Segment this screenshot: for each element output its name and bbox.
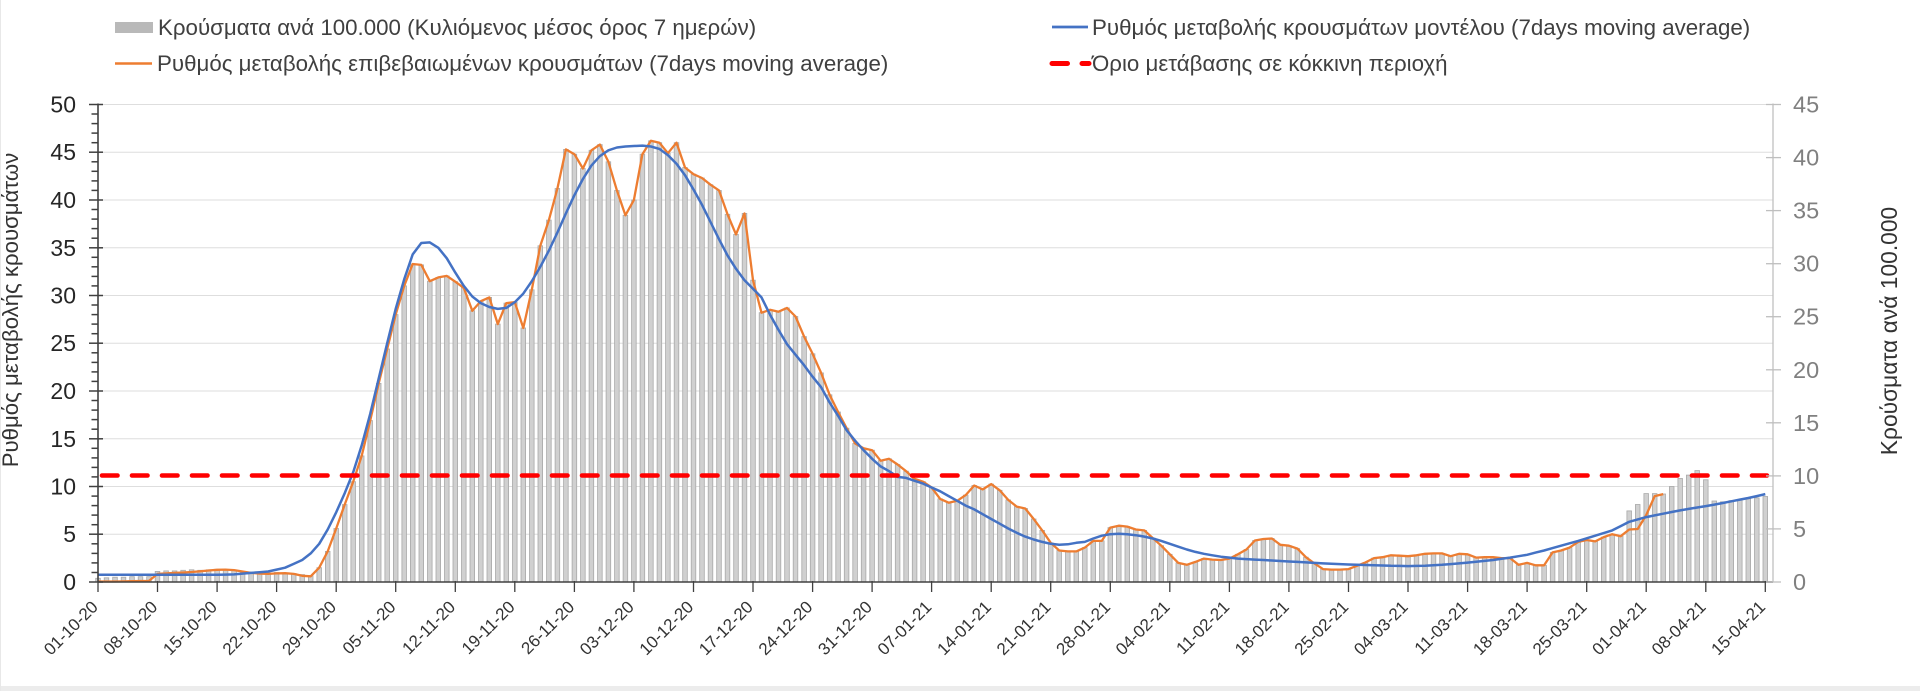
svg-text:15: 15 xyxy=(50,426,76,452)
svg-text:18-02-21: 18-02-21 xyxy=(1231,597,1293,659)
svg-text:01-04-21: 01-04-21 xyxy=(1588,597,1650,659)
svg-text:35: 35 xyxy=(50,235,76,261)
svg-text:25: 25 xyxy=(50,330,76,356)
svg-text:07-01-21: 07-01-21 xyxy=(874,597,936,659)
svg-text:50: 50 xyxy=(50,92,76,118)
svg-text:35: 35 xyxy=(1793,198,1819,224)
svg-text:05-11-20: 05-11-20 xyxy=(339,597,400,658)
svg-text:10: 10 xyxy=(1793,463,1819,489)
svg-text:28-01-21: 28-01-21 xyxy=(1053,597,1115,659)
svg-text:45: 45 xyxy=(50,139,76,165)
svg-text:20: 20 xyxy=(1793,357,1819,383)
svg-text:0: 0 xyxy=(63,569,76,595)
svg-text:25-03-21: 25-03-21 xyxy=(1529,597,1591,659)
svg-text:Κρούσματα ανά 100.000 (Κυλιόμε: Κρούσματα ανά 100.000 (Κυλιόμενος μέσος … xyxy=(158,15,756,40)
svg-text:29-10-20: 29-10-20 xyxy=(278,597,340,659)
svg-text:12-11-20: 12-11-20 xyxy=(398,597,459,658)
svg-text:15-10-20: 15-10-20 xyxy=(159,597,221,659)
svg-text:40: 40 xyxy=(1793,145,1819,171)
svg-text:04-02-21: 04-02-21 xyxy=(1112,597,1174,659)
svg-text:Ρυθμός μεταβολής επιβεβαιωμένω: Ρυθμός μεταβολής επιβεβαιωμένων κρουσμάτ… xyxy=(157,51,888,76)
svg-text:40: 40 xyxy=(50,187,76,213)
svg-text:5: 5 xyxy=(63,521,76,547)
svg-text:25: 25 xyxy=(1793,304,1819,330)
svg-text:45: 45 xyxy=(1793,92,1819,118)
svg-text:31-12-20: 31-12-20 xyxy=(814,597,876,659)
svg-text:15: 15 xyxy=(1793,410,1819,436)
svg-text:19-11-20: 19-11-20 xyxy=(458,597,519,658)
svg-text:04-03-21: 04-03-21 xyxy=(1350,597,1412,659)
svg-text:Όριο μετάβασης σε κόκκινη περι: Όριο μετάβασης σε κόκκινη περιοχή xyxy=(1091,51,1448,76)
svg-text:30: 30 xyxy=(50,283,76,309)
svg-text:0: 0 xyxy=(1793,569,1806,595)
svg-text:25-02-21: 25-02-21 xyxy=(1291,597,1353,659)
svg-text:15-04-21: 15-04-21 xyxy=(1708,597,1770,659)
svg-text:24-12-20: 24-12-20 xyxy=(755,597,817,659)
svg-text:5: 5 xyxy=(1793,516,1806,542)
svg-text:22-10-20: 22-10-20 xyxy=(219,597,281,659)
svg-text:01-10-20: 01-10-20 xyxy=(40,597,102,659)
svg-text:03-12-20: 03-12-20 xyxy=(576,597,638,659)
svg-text:20: 20 xyxy=(50,378,76,404)
svg-text:30: 30 xyxy=(1793,251,1819,277)
svg-text:14-01-21: 14-01-21 xyxy=(933,597,995,659)
svg-text:Ρυθμός μεταβολής κρουσμάτων μο: Ρυθμός μεταβολής κρουσμάτων μοντέλου (7d… xyxy=(1092,15,1750,40)
svg-text:26-11-20: 26-11-20 xyxy=(518,597,579,658)
svg-text:18-03-21: 18-03-21 xyxy=(1469,597,1531,659)
svg-text:21-01-21: 21-01-21 xyxy=(993,597,1055,659)
svg-text:08-10-20: 08-10-20 xyxy=(100,597,162,659)
svg-text:10: 10 xyxy=(50,474,76,500)
svg-text:11-02-21: 11-02-21 xyxy=(1173,597,1234,658)
svg-text:10-12-20: 10-12-20 xyxy=(636,597,698,659)
svg-text:11-03-21: 11-03-21 xyxy=(1411,597,1472,658)
svg-text:08-04-21: 08-04-21 xyxy=(1648,597,1710,659)
svg-text:Κρούσματα ανά 100.000: Κρούσματα ανά 100.000 xyxy=(1876,207,1902,455)
svg-text:17-12-20: 17-12-20 xyxy=(695,597,757,659)
svg-text:Ρυθμός μεταβολής κρουσμάτων: Ρυθμός μεταβολής κρουσμάτων xyxy=(0,153,23,468)
